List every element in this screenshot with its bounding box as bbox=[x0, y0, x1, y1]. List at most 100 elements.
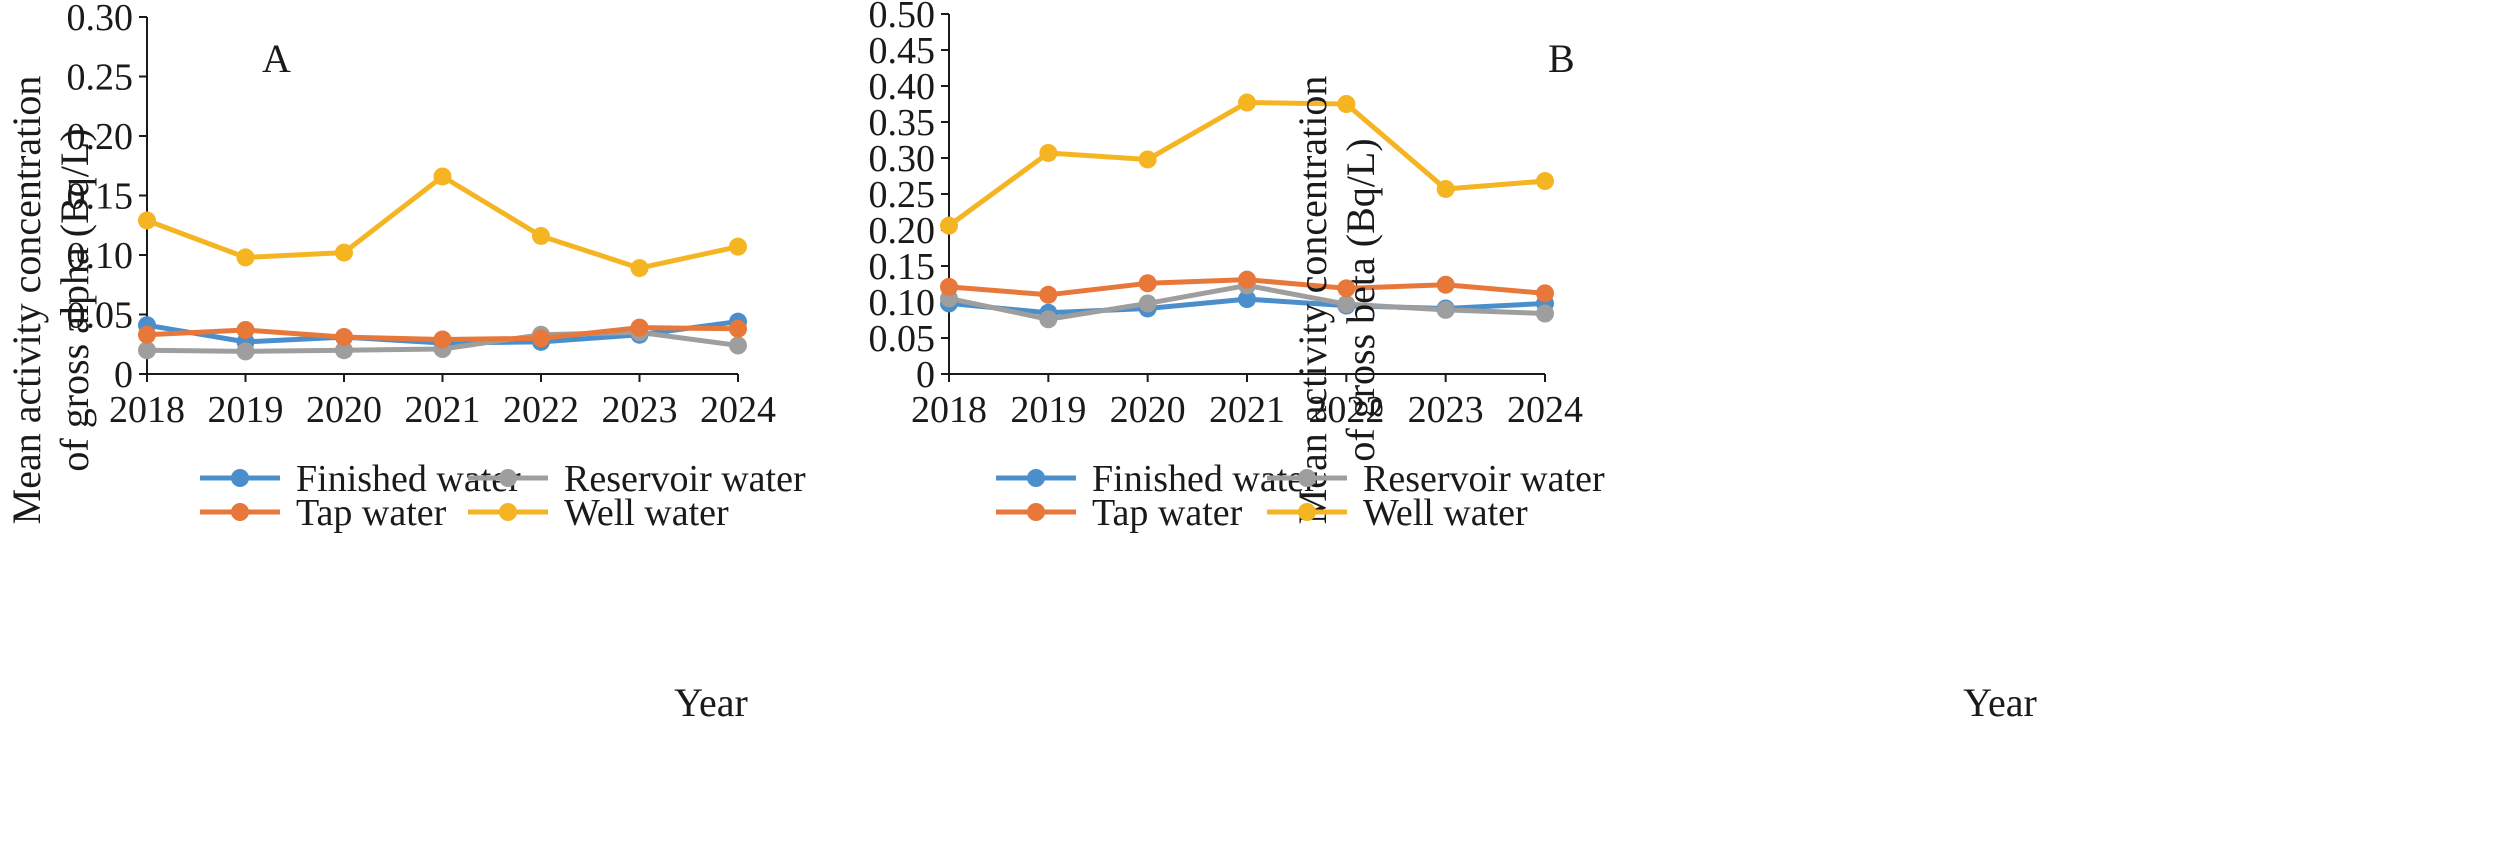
panel-b-point-well-water bbox=[1039, 143, 1058, 162]
panel-b-y-tick-label: 0.30 bbox=[869, 138, 936, 180]
panel-a-y-tick-label: 0.05 bbox=[67, 295, 134, 337]
panel-a-point-reservoir-water bbox=[729, 336, 747, 355]
panel-a-legend-item-well-water: Well water bbox=[468, 492, 729, 534]
panel-a-y-tick-label: 0 bbox=[114, 354, 133, 396]
panel-b-y-axis-title-line1: Mean activity concentration bbox=[1290, 76, 1335, 525]
panel-b-legend-swatch-marker bbox=[1027, 469, 1045, 487]
panel-b-label: B bbox=[1548, 36, 1575, 81]
panel-a-legend-swatch-marker bbox=[499, 503, 517, 521]
panel-b-y-tick-label: 0.05 bbox=[869, 318, 936, 360]
panel-a-legend-label: Tap water bbox=[296, 492, 447, 534]
panel-a-label: A bbox=[262, 36, 291, 81]
panel-a-legend-swatch-marker bbox=[231, 469, 249, 487]
panel-a-point-tap-water bbox=[335, 328, 353, 347]
panel-b-point-reservoir-water bbox=[1138, 294, 1157, 313]
panel-a-point-tap-water bbox=[729, 319, 747, 338]
panel-b-x-tick-label: 2020 bbox=[1110, 389, 1186, 431]
panel-b-y-axis-title-line2: of gross beta (Bq/L) bbox=[1338, 138, 1383, 461]
panel-b-point-reservoir-water bbox=[1536, 304, 1554, 323]
panel-b-y-tick-label: 0.40 bbox=[869, 66, 936, 108]
panel-a-y-tick-label: 0.30 bbox=[67, 0, 134, 39]
panel-a-legend-item-reservoir-water: Reservoir water bbox=[468, 458, 806, 500]
panel-b-y-tick-label: 0.45 bbox=[869, 30, 936, 72]
panel-b-legend-label: Reservoir water bbox=[1363, 458, 1605, 500]
panel-a-point-reservoir-water bbox=[335, 341, 353, 360]
panel-b-x-tick-label: 2021 bbox=[1209, 389, 1285, 431]
panel-a-y-tick-label: 0.20 bbox=[67, 116, 134, 158]
panel-a-series bbox=[138, 167, 747, 361]
panel-a-x-axis-title: Year bbox=[674, 680, 748, 725]
panel-b-x-axis-title: Year bbox=[1963, 680, 2037, 725]
panel-b-point-well-water bbox=[1238, 93, 1256, 112]
panel-a-point-well-water bbox=[236, 248, 255, 267]
panel-b-point-tap-water bbox=[1337, 279, 1356, 298]
panel-a-axes: 0 0.05 0.10 0.15 0.20 0.25 0.30 2018 2019 2020 202… bbox=[67, 0, 777, 431]
panel-b-y-tick-label: 0.10 bbox=[869, 282, 936, 324]
panel-b-point-well-water bbox=[940, 216, 958, 235]
panel-a-x-tick-label: 2024 bbox=[700, 389, 776, 431]
panel-b-y-tick-label: 0.25 bbox=[869, 174, 936, 216]
panel-a-legend-label: Well water bbox=[564, 492, 729, 534]
panel-b-legend-label: Well water bbox=[1363, 492, 1528, 534]
panel-b-point-tap-water bbox=[1436, 275, 1455, 294]
panel-a-x-tick-label: 2020 bbox=[306, 389, 382, 431]
panel-b-y-tick-label: 0.20 bbox=[869, 210, 936, 252]
panel-a-x-tick-label: 2018 bbox=[109, 389, 185, 431]
panel-b-y-tick-label: 0 bbox=[916, 354, 935, 396]
panel-a-point-tap-water bbox=[433, 330, 452, 349]
panel-a-y-axis-title-line2: of gross alpha (Bq/L) bbox=[52, 128, 97, 471]
panel-b-legend-label: Tap water bbox=[1092, 492, 1243, 534]
panel-b-legend-item-finished-water: Finished water bbox=[996, 458, 1317, 500]
panel-a-x-tick-label: 2021 bbox=[405, 389, 481, 431]
panel-b-y-axis-title: Mean activity concentration of gross bet… bbox=[1290, 76, 1383, 525]
panel-a-y-axis-title-line1: Mean activity concentration bbox=[4, 76, 49, 525]
panel-a-legend-item-tap-water: Tap water bbox=[200, 492, 447, 534]
panel-a-series-line-well-water bbox=[146, 173, 739, 271]
panel-b-point-well-water bbox=[1337, 95, 1356, 113]
panel-b-x-tick-label: 2023 bbox=[1408, 389, 1484, 431]
panel-b-legend-item-well-water: Well water bbox=[1267, 492, 1528, 534]
panel-b-legend-item-tap-water: Tap water bbox=[996, 492, 1243, 534]
panel-b-point-reservoir-water bbox=[1436, 300, 1455, 319]
panel-b-legend-item-reservoir-water: Reservoir water bbox=[1267, 458, 1605, 500]
panel-b-y-tick-label: 0.35 bbox=[869, 102, 936, 144]
panel-b-series bbox=[940, 93, 1554, 329]
panel-b-x-tick-label: 2022 bbox=[1308, 389, 1384, 431]
panel-a-point-well-water bbox=[630, 259, 649, 278]
panel-a-legend-swatch-marker bbox=[499, 469, 517, 487]
panel-b-y-tick-label: 0.15 bbox=[869, 246, 936, 288]
panel-b-point-tap-water bbox=[1536, 284, 1554, 303]
panel-b-y-tick-label: 0.50 bbox=[869, 0, 936, 36]
panel-a-y-tick-label: 0.10 bbox=[67, 235, 134, 277]
panel-b-point-tap-water bbox=[1138, 274, 1157, 293]
panel-b-point-well-water bbox=[1138, 150, 1157, 169]
panel-a-point-tap-water bbox=[138, 325, 156, 344]
panel-a-point-tap-water bbox=[532, 329, 550, 348]
panel-a: 0 0.05 0.10 0.15 0.20 0.25 0.30 2018 2019 2020 202… bbox=[4, 0, 806, 725]
panel-a-point-well-water bbox=[138, 211, 156, 230]
panel-a-x-tick-label: 2023 bbox=[602, 389, 678, 431]
panel-b-point-reservoir-water bbox=[1039, 310, 1058, 329]
panel-a-x-tick-label: 2019 bbox=[208, 389, 284, 431]
panel-a-legend-swatch-marker bbox=[231, 503, 249, 521]
panel-b-x-tick-label: 2018 bbox=[911, 389, 987, 431]
panel-a-y-tick-label: 0.15 bbox=[67, 176, 134, 218]
panel-a-x-tick-label: 2022 bbox=[503, 389, 579, 431]
panel-b-legend-swatch-marker bbox=[1298, 469, 1316, 487]
panel-b-axes: 00.050.100.150.200.250.300.350.400.450.5… bbox=[869, 0, 1584, 431]
panel-a-point-well-water bbox=[729, 237, 747, 256]
panel-b-x-tick-label: 2019 bbox=[1010, 389, 1086, 431]
panel-a-point-well-water bbox=[433, 167, 452, 186]
panel-a-point-well-water bbox=[335, 243, 353, 262]
panel-b-point-tap-water bbox=[1039, 285, 1058, 304]
panel-a-point-reservoir-water bbox=[236, 342, 255, 361]
panel-a-legend-label: Reservoir water bbox=[564, 458, 806, 500]
panel-a-point-tap-water bbox=[236, 320, 255, 339]
panel-a-point-reservoir-water bbox=[138, 341, 156, 360]
panel-b-x-tick-label: 2024 bbox=[1507, 389, 1583, 431]
panel-b-series-line-well-water bbox=[947, 100, 1546, 228]
panel-b-legend: Finished water Reservoir water Tap water We… bbox=[996, 458, 1605, 534]
panel-b-legend-swatch-marker bbox=[1298, 503, 1316, 521]
